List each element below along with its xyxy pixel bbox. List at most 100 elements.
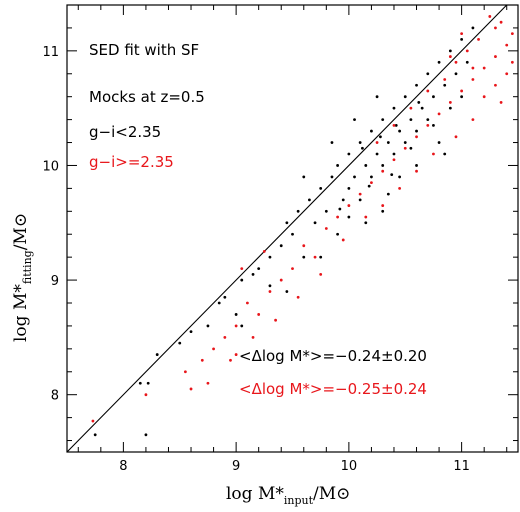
data-point-black bbox=[279, 244, 283, 248]
data-point-red bbox=[302, 244, 306, 248]
data-point-black bbox=[465, 60, 469, 64]
data-point-black bbox=[471, 26, 475, 30]
data-point-red bbox=[229, 358, 232, 362]
data-point-red bbox=[257, 313, 261, 316]
data-point-black bbox=[302, 175, 306, 179]
data-point-red bbox=[460, 32, 464, 36]
data-point-red bbox=[234, 324, 238, 328]
data-point-red bbox=[291, 267, 294, 271]
legend-black-label: g−i<2.35 bbox=[89, 123, 161, 141]
data-point-red bbox=[448, 55, 452, 58]
data-point-black bbox=[324, 209, 328, 213]
data-point-red bbox=[426, 89, 430, 93]
y-axis-title: log M*fitting/M⊙ bbox=[11, 213, 34, 342]
data-point-red bbox=[499, 101, 503, 104]
data-point-red bbox=[341, 238, 345, 242]
data-point-black bbox=[392, 106, 396, 110]
data-point-black bbox=[347, 215, 351, 219]
data-point-red bbox=[336, 215, 339, 219]
data-point-black bbox=[398, 129, 402, 133]
data-point-black bbox=[398, 175, 402, 179]
data-point-black bbox=[234, 313, 238, 316]
data-point-black bbox=[432, 95, 435, 99]
y-axis-title-main: log M* bbox=[11, 284, 31, 342]
data-point-black bbox=[353, 118, 356, 122]
data-point-black bbox=[268, 284, 272, 288]
data-point-red bbox=[375, 141, 379, 144]
data-point-black bbox=[460, 95, 464, 99]
data-point-red bbox=[482, 95, 486, 99]
data-point-red bbox=[358, 192, 362, 196]
y-tick-label: 11 bbox=[42, 45, 59, 60]
x-tick-label: 11 bbox=[453, 459, 470, 474]
data-point-red bbox=[144, 393, 148, 397]
stat-red-label: <Δlog M*>=−0.25±0.24 bbox=[239, 380, 427, 398]
data-point-black bbox=[432, 123, 435, 127]
data-point-black bbox=[138, 381, 142, 385]
data-point-black bbox=[417, 101, 421, 104]
data-point-black bbox=[415, 129, 418, 133]
data-point-black bbox=[144, 433, 148, 437]
data-point-black bbox=[291, 232, 294, 236]
data-point-red bbox=[319, 272, 323, 276]
data-point-black bbox=[189, 330, 193, 334]
data-point-black bbox=[338, 207, 342, 211]
one-to-one-line bbox=[66, 4, 508, 453]
data-point-black bbox=[394, 123, 398, 127]
data-point-red bbox=[426, 123, 430, 127]
data-point-red bbox=[499, 20, 503, 24]
data-point-red bbox=[409, 106, 413, 110]
data-point-red bbox=[212, 347, 215, 351]
subtitle-label: Mocks at z=0.5 bbox=[89, 88, 205, 106]
data-point-black bbox=[319, 255, 323, 259]
data-point-black bbox=[347, 152, 351, 156]
data-point-black bbox=[437, 60, 441, 64]
data-point-black bbox=[206, 324, 210, 328]
data-point-black bbox=[370, 175, 373, 179]
data-point-red bbox=[443, 78, 447, 81]
data-point-black bbox=[379, 135, 382, 139]
legend-red-label: g−i>=2.35 bbox=[89, 153, 174, 171]
data-point-red bbox=[415, 135, 418, 139]
data-point-red bbox=[223, 335, 227, 339]
x-tick-label: 8 bbox=[119, 459, 127, 474]
data-point-red bbox=[324, 227, 328, 230]
data-point-black bbox=[386, 192, 390, 196]
data-point-black bbox=[313, 221, 317, 225]
data-point-red bbox=[262, 250, 266, 253]
data-point-black bbox=[364, 164, 368, 167]
data-point-black bbox=[443, 152, 447, 156]
data-point-red bbox=[296, 295, 300, 299]
data-point-black bbox=[353, 175, 356, 179]
data-point-black bbox=[217, 301, 221, 305]
data-point-red bbox=[268, 290, 272, 293]
data-point-red bbox=[477, 37, 480, 41]
data-point-black bbox=[358, 141, 362, 144]
data-point-black bbox=[370, 129, 373, 133]
title-label: SED fit with SF bbox=[89, 41, 199, 59]
data-point-red bbox=[91, 419, 95, 423]
data-point-red bbox=[347, 204, 351, 207]
data-point-black bbox=[381, 209, 385, 213]
data-point-black bbox=[330, 175, 334, 179]
data-point-red bbox=[454, 60, 458, 64]
x-axis-title-main: log M* bbox=[226, 484, 284, 504]
data-point-red bbox=[432, 152, 435, 156]
data-point-black bbox=[93, 433, 97, 437]
data-point-red bbox=[206, 381, 210, 385]
data-point-red bbox=[392, 123, 396, 127]
data-point-red bbox=[465, 49, 469, 53]
data-point-red bbox=[370, 181, 373, 185]
data-point-black bbox=[426, 72, 430, 76]
data-point-red bbox=[494, 83, 497, 87]
data-point-black bbox=[302, 255, 306, 259]
data-point-red bbox=[200, 358, 204, 362]
data-point-red bbox=[460, 89, 464, 93]
data-point-black bbox=[336, 232, 339, 236]
data-point-black bbox=[437, 141, 441, 144]
data-point-red bbox=[494, 26, 497, 30]
data-point-black bbox=[367, 184, 371, 188]
data-point-red bbox=[482, 66, 486, 70]
y-axis-title-tail: /M⊙ bbox=[11, 213, 31, 250]
data-point-black bbox=[341, 198, 345, 202]
